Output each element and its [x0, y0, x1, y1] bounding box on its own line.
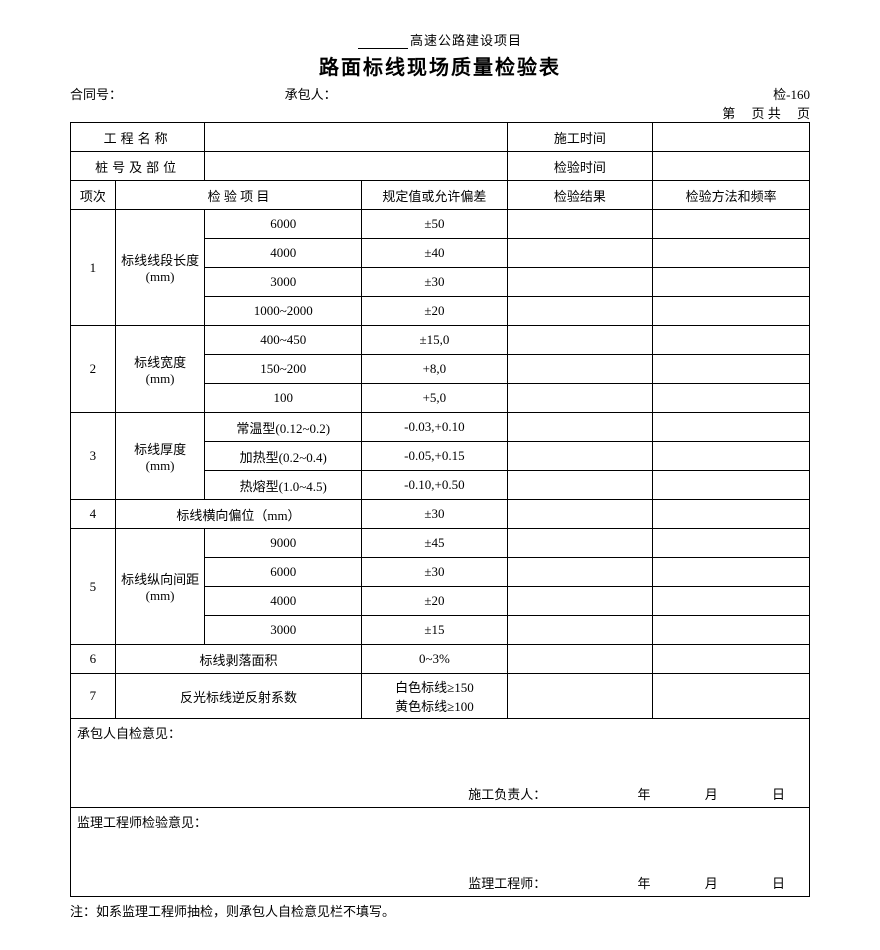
th-item: 检 验 项 目: [115, 181, 361, 210]
pre-title: 高速公路建设项目: [70, 30, 810, 49]
form-title: 路面标线现场质量检验表: [70, 51, 810, 80]
info-row-1: 工程名称 施工时间: [71, 123, 810, 152]
inspection-form: 高速公路建设项目 路面标线现场质量检验表 合同号： 承包人： 检-160 第 页…: [70, 30, 810, 920]
table-row: 3 标线厚度(mm) 常温型(0.12~0.2)-0.03,+0.10: [71, 413, 810, 442]
footnote: 注：如系监理工程师抽检，则承包人自检意见栏不填写。: [70, 901, 810, 920]
inspect-time-value[interactable]: [653, 152, 810, 181]
project-name-value[interactable]: [205, 123, 507, 152]
th-method: 检验方法和频率: [653, 181, 810, 210]
contractor: 承包人：: [285, 84, 507, 122]
main-table: 工程名称 施工时间 桩号及部位 检验时间 项次 检 验 项 目 规定值或允许偏差…: [70, 122, 810, 897]
table-row: 7 反光标线逆反射系数 白色标线≥150 黄色标线≥100: [71, 674, 810, 719]
table-header: 项次 检 验 项 目 规定值或允许偏差 检验结果 检验方法和频率: [71, 181, 810, 210]
table-row: 6 标线剥落面积 0~3%: [71, 645, 810, 674]
table-row: 2 标线宽度(mm) 400~450±15,0: [71, 326, 810, 355]
info-row-2: 桩号及部位 检验时间: [71, 152, 810, 181]
pre-title-text: 高速公路建设项目: [410, 33, 522, 48]
form-code: 检-160: [514, 84, 810, 103]
contractor-opinion-label: 承包人自检意见：: [77, 723, 803, 742]
project-name-label: 工程名称: [71, 123, 205, 152]
supervisor-opinion-block: 监理工程师检验意见： 监理工程师： 年 月 日: [71, 808, 810, 897]
station-value[interactable]: [205, 152, 507, 181]
table-row: 1 标线线段长度(mm) 6000 ±50: [71, 210, 810, 239]
contractor-opinion-block: 承包人自检意见： 施工负责人： 年 月 日: [71, 719, 810, 808]
table-row: 5 标线纵向间距(mm) 9000±45: [71, 529, 810, 558]
meta-row: 合同号： 承包人： 检-160 第 页 共 页: [70, 84, 810, 122]
th-idx: 项次: [71, 181, 116, 210]
supervisor-opinion-label: 监理工程师检验意见：: [77, 812, 803, 831]
contractor-sign-line: 施工负责人： 年 月 日: [77, 784, 803, 803]
th-tol: 规定值或允许偏差: [362, 181, 508, 210]
construction-time-value[interactable]: [653, 123, 810, 152]
station-label: 桩号及部位: [71, 152, 205, 181]
contract-no: 合同号：: [70, 84, 277, 122]
page-info: 第 页 共 页: [514, 103, 810, 122]
supervisor-sign-line: 监理工程师： 年 月 日: [77, 873, 803, 892]
th-result: 检验结果: [507, 181, 653, 210]
construction-time-label: 施工时间: [507, 123, 653, 152]
inspect-time-label: 检验时间: [507, 152, 653, 181]
table-row: 4 标线横向偏位（mm） ±30: [71, 500, 810, 529]
